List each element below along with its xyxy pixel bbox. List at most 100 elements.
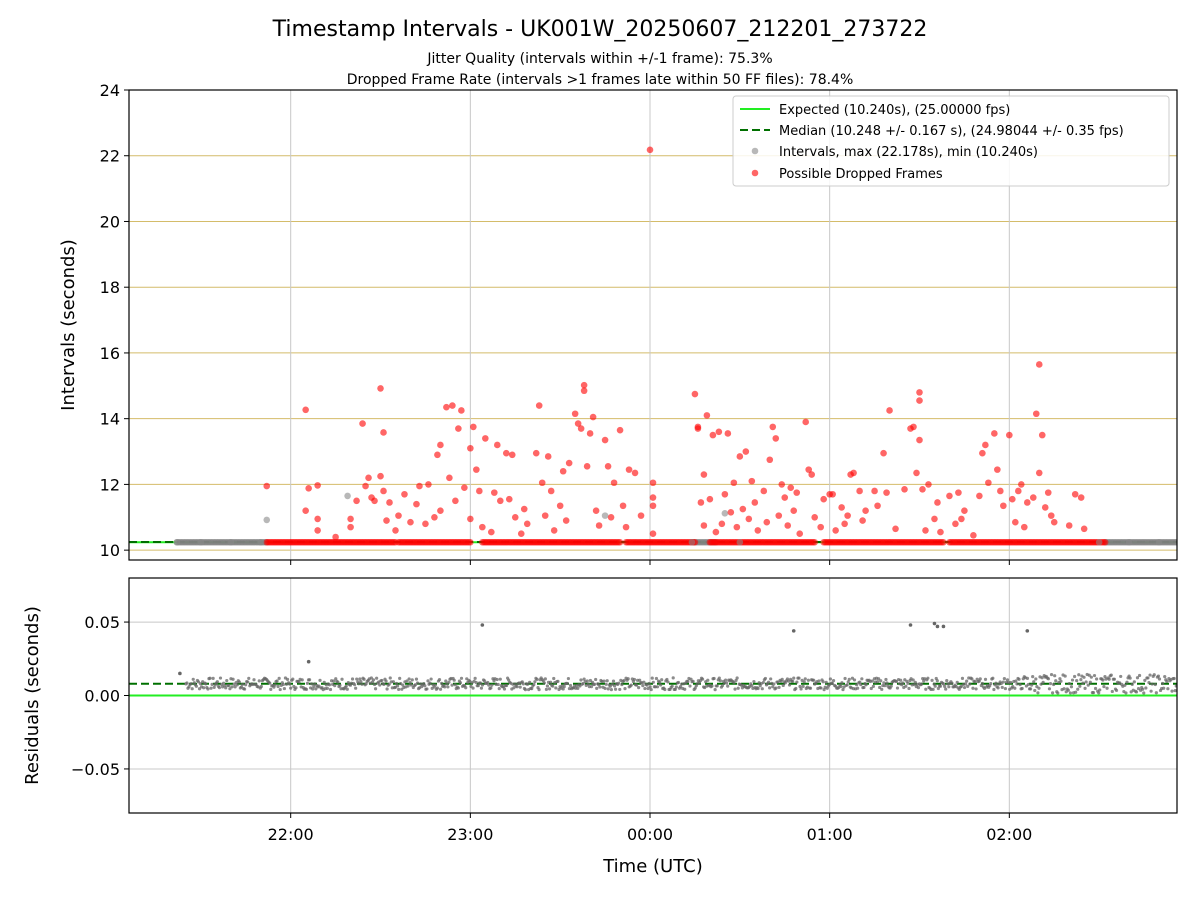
residual-point [1101, 678, 1105, 682]
residual-point [233, 685, 237, 689]
residual-point [1105, 686, 1109, 690]
dropped-frame-point [601, 436, 609, 444]
residual-point [530, 686, 534, 691]
residual-point [325, 686, 329, 690]
dropped-frame-point [496, 497, 504, 505]
residual-point [907, 686, 911, 691]
dropped-frame-point [302, 507, 309, 514]
dropped-frame-point [925, 481, 932, 488]
residual-point [794, 686, 798, 691]
residual-point [763, 676, 768, 681]
residual-point [1063, 674, 1067, 678]
residual-point [598, 685, 602, 689]
dropped-frame-point [1077, 494, 1085, 501]
residual-point [799, 687, 803, 691]
residual-point [649, 687, 653, 692]
residual-point [657, 680, 662, 684]
residual-point [252, 678, 256, 682]
residual-point [646, 686, 650, 691]
dropped-frame-point [592, 507, 600, 514]
residual-point [894, 679, 899, 684]
residual-point [1049, 672, 1054, 677]
residual-point [185, 681, 189, 685]
residual-point [965, 679, 969, 683]
dropped-frame-point [997, 487, 1004, 495]
residual-point [808, 686, 813, 690]
dropped-frame-point [559, 467, 567, 475]
residual-point [289, 686, 293, 690]
residual-point [387, 682, 391, 686]
residual-point [1030, 683, 1034, 687]
dropped-frame-point [1000, 502, 1007, 510]
residual-point [568, 683, 573, 688]
residual-point [336, 680, 340, 684]
residual-point [191, 677, 195, 681]
residual-point [622, 679, 626, 683]
residual-point [358, 677, 362, 681]
dropped-frame-point [395, 512, 402, 519]
dropped-frame-point [901, 486, 908, 493]
interval-point [173, 538, 181, 546]
residual-point [1046, 677, 1050, 681]
dropped-frame-point [470, 423, 477, 431]
dropped-frame-point [580, 387, 588, 395]
dropped-frame-point [520, 505, 528, 513]
residual-point [273, 683, 277, 687]
residual-point [931, 687, 935, 691]
residual-point [862, 685, 866, 690]
dropped-frame-point [952, 520, 959, 528]
dropped-frame-point [1038, 431, 1046, 439]
dropped-frame-point [565, 459, 573, 467]
dropped-frame-point [1012, 518, 1019, 526]
dropped-frame-point [916, 436, 923, 444]
dropped-frame-point [892, 525, 899, 533]
residual-point [443, 685, 447, 689]
residual-point [1025, 629, 1030, 633]
residual-point [858, 680, 862, 684]
dropped-frame-point [437, 441, 444, 449]
residual-point [642, 680, 646, 684]
residual-point [980, 681, 984, 686]
residual-point [1091, 690, 1096, 695]
dropped-frame-point [302, 406, 309, 414]
residual-point [991, 676, 995, 680]
residual-point [974, 687, 978, 691]
dropped-frame-point [808, 471, 815, 478]
residual-point [566, 676, 571, 681]
dropped-frame-point [452, 497, 459, 505]
residual-point [735, 676, 739, 680]
residual-point [1075, 678, 1079, 683]
dropped-frame-point [1006, 431, 1013, 439]
legend-interval-swatch [751, 147, 759, 155]
dropped-frame-point [727, 509, 735, 516]
residual-point [617, 681, 621, 685]
interval-point [601, 512, 609, 519]
interval-point [688, 538, 696, 546]
residual-point [544, 687, 549, 691]
residual-point [913, 680, 917, 684]
residual-point [875, 680, 880, 684]
residual-point [1056, 691, 1060, 695]
residual-point [373, 687, 378, 691]
residual-point [1173, 688, 1177, 693]
dropped-frame-point [488, 528, 495, 536]
residual-point [916, 686, 921, 690]
dropped-frame-point [754, 527, 762, 534]
residual-point [345, 687, 349, 691]
dropped-frame-point [431, 513, 438, 521]
residual-point [426, 679, 430, 683]
residual-point [955, 680, 959, 684]
residual-point [371, 678, 376, 682]
residual-point [552, 676, 556, 681]
residual-point [582, 677, 586, 681]
residual-point [791, 679, 795, 683]
dropped-frame-point [649, 502, 657, 510]
residual-point [1018, 682, 1022, 687]
residual-point [1088, 680, 1092, 684]
residual-point [247, 676, 251, 681]
residual-point [589, 685, 594, 689]
residual-point [996, 686, 1000, 690]
residual-point [215, 680, 219, 684]
residual-point [670, 684, 674, 688]
residual-point [1025, 676, 1030, 680]
